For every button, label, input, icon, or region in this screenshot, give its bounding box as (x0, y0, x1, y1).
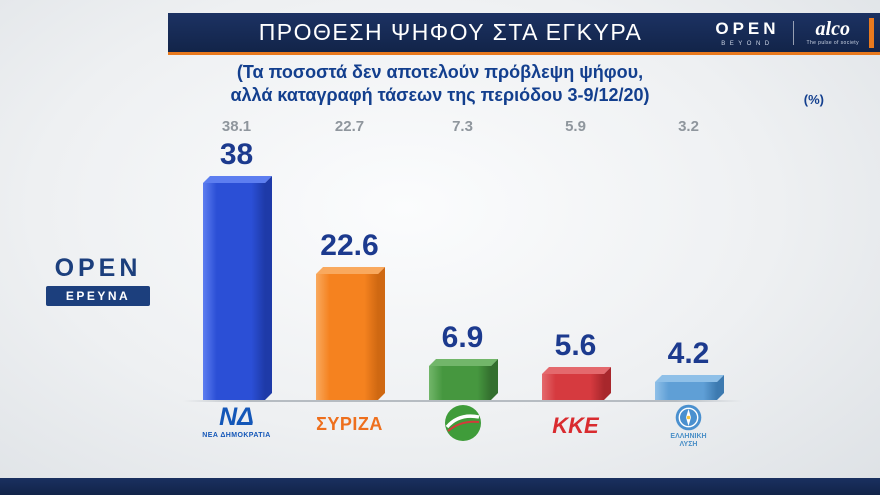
bar-group-kke: 5.9 5.6 (519, 118, 632, 400)
alco-logo: alco The pulse of society (807, 19, 859, 46)
alco-logo-text: alco (815, 18, 850, 40)
previous-value-kinal: 7.3 (452, 118, 473, 135)
bar-top-face (654, 375, 724, 382)
previous-value-elliniki-lysi: 3.2 (678, 118, 699, 135)
note-line-2: αλλά καταγραφή τάσεων της περιόδου 3-9/1… (230, 85, 650, 105)
note-line-1: (Τα ποσοστά δεν αποτελούν πρόβλεψη ψήφου… (236, 62, 644, 82)
bar-kke (541, 367, 611, 400)
disclaimer-note: (Τα ποσοστά δεν αποτελούν πρόβλεψη ψήφου… (60, 61, 820, 107)
brand-divider (792, 20, 794, 45)
bar-side-face (264, 176, 272, 400)
bar-front-face (654, 382, 717, 400)
party-logos-row: ΝΔ ΝΕΑ ΔΗΜΟΚΡΑΤΙΑ ΣΥΡΙΖΑ ΚΚΕ ΕΛΛΗΝΙΚ (180, 404, 745, 449)
party-logo-kinal (406, 404, 519, 449)
party-logo-nd: ΝΔ ΝΕΑ ΔΗΜΟΚΡΑΤΙΑ (180, 404, 293, 449)
bar-nd (202, 176, 272, 400)
bar-group-kinal: 7.3 6.9 (406, 118, 519, 400)
bar-side-face (603, 367, 611, 400)
bar-chart: 38.1 38 22.7 22.6 7.3 6.9 (180, 118, 745, 400)
open-beyond-logo: OPEN BEYOND (715, 19, 779, 47)
bar-top-face (202, 176, 272, 183)
station-subtitle-badge: ΕΡΕΥΝΑ (46, 286, 150, 306)
orange-accent-block (869, 17, 874, 48)
bottom-bar (0, 478, 880, 495)
open-logo-text: OPEN (715, 18, 780, 38)
open-logo-subtext: BEYOND (721, 40, 774, 47)
elliniki-lysi-logo-icon (675, 404, 702, 431)
bar-side-face (490, 359, 498, 400)
current-value-kinal: 6.9 (441, 321, 484, 354)
bar-kinal (428, 359, 498, 400)
party-logo-elliniki-lysi: ΕΛΛΗΝΙΚΗ ΛΥΣΗ (632, 404, 745, 449)
bar-top-face (541, 367, 611, 374)
header-bar: ΠΡΟΘΕΣΗ ΨΗΦΟΥ ΣΤΑ ΕΓΚΥΡΑ OPEN BEYOND alc… (168, 13, 880, 52)
orange-accent-line (168, 52, 880, 55)
kke-logo-mark: ΚΚΕ (552, 413, 599, 438)
previous-value-kke: 5.9 (565, 118, 586, 135)
party-logo-syriza: ΣΥΡΙΖΑ (293, 404, 406, 449)
bar-front-face (541, 374, 604, 400)
nd-logo-mark: ΝΔ (219, 403, 254, 431)
bar-side-face (377, 267, 385, 400)
bar-front-face (202, 183, 265, 400)
syriza-logo-mark: ΣΥΡΙΖΑ (316, 414, 383, 434)
elliniki-lysi-logo-label: ΕΛΛΗΝΙΚΗ ΛΥΣΗ (670, 433, 707, 448)
alco-tagline: The pulse of society (806, 40, 859, 46)
chart-baseline (183, 400, 743, 402)
bar-top-face (315, 267, 385, 274)
bar-group-syriza: 22.7 22.6 (293, 118, 406, 400)
percent-unit-label: (%) (803, 92, 824, 107)
party-logo-kke: ΚΚΕ (519, 404, 632, 449)
station-name: OPEN (54, 254, 142, 282)
header-brand: OPEN BEYOND alco The pulse of society (715, 13, 874, 52)
current-value-syriza: 22.6 (320, 229, 379, 262)
current-value-nd: 38 (219, 138, 254, 171)
bar-syriza (315, 267, 385, 400)
bar-elliniki-lysi (654, 375, 724, 400)
previous-value-nd: 38.1 (221, 118, 252, 135)
kinal-logo-icon (444, 405, 481, 441)
previous-value-syriza: 22.7 (334, 118, 365, 135)
bar-front-face (315, 274, 378, 400)
open-ereyna-logo: OPEN ΕΡΕΥΝΑ (46, 254, 150, 306)
nd-logo-label: ΝΕΑ ΔΗΜΟΚΡΑΤΙΑ (202, 432, 271, 439)
page-title: ΠΡΟΘΕΣΗ ΨΗΦΟΥ ΣΤΑ ΕΓΚΥΡΑ (258, 19, 643, 45)
bar-front-face (428, 366, 491, 400)
current-value-elliniki-lysi: 4.2 (667, 337, 710, 370)
bar-top-face (428, 359, 498, 366)
bar-group-elliniki-lysi: 3.2 4.2 (632, 118, 745, 400)
current-value-kke: 5.6 (554, 329, 597, 362)
bar-group-nd: 38.1 38 (180, 118, 293, 400)
